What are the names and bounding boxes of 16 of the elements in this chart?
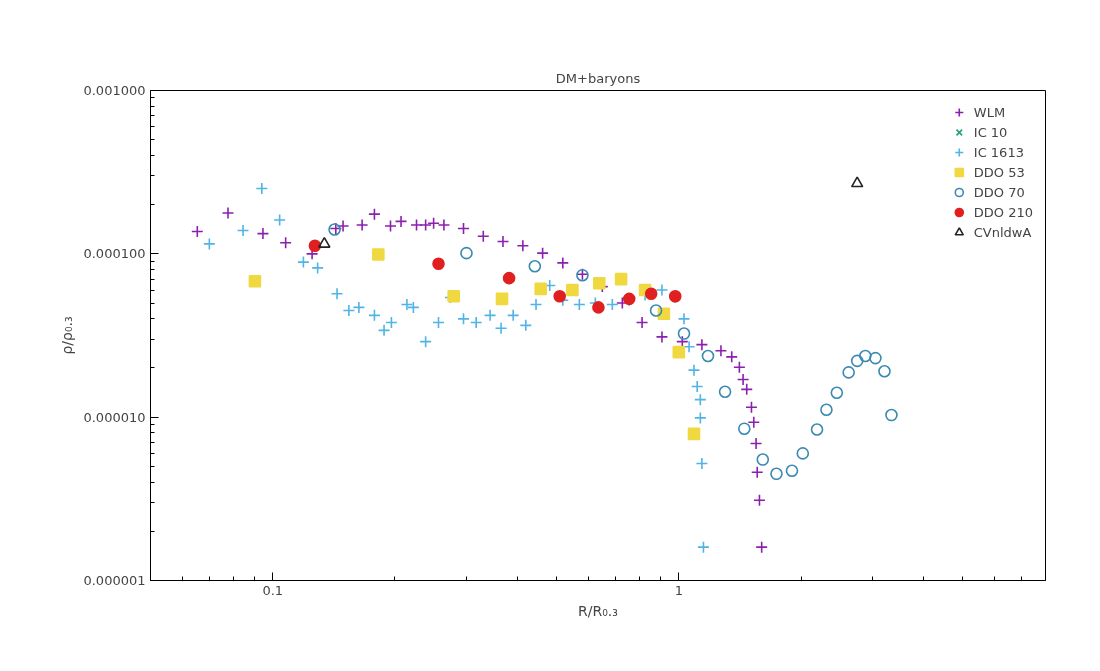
y-tick-label: 0.000010 [83, 409, 146, 425]
legend-label: DDO 53 [973, 164, 1025, 180]
legend-label: DDO 70 [973, 184, 1025, 200]
y-tick-label: 0.001000 [83, 83, 146, 98]
legend-label: DDO 210 [973, 204, 1033, 220]
x-axis-title: R/R₀.₃ [578, 602, 618, 619]
x-tick-label: 0.1 [262, 582, 284, 598]
legend-label: IC 10 [973, 124, 1008, 140]
legend-label: CVnldwA [973, 224, 1032, 240]
x-tick-label: 1 [674, 582, 683, 598]
legend-label: IC 1613 [973, 144, 1024, 160]
chart-title: DM+baryons [555, 70, 641, 86]
y-tick-label: 0.000001 [83, 573, 146, 588]
legend-label: WLM [973, 104, 1006, 120]
y-tick-label: 0.000100 [83, 246, 146, 262]
y-axis-title: ρ/ρ₀.₃ [59, 316, 76, 355]
